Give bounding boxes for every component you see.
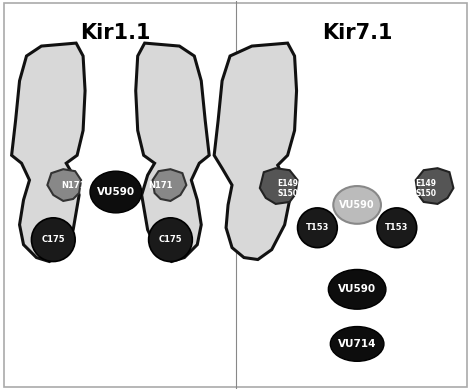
Text: VU714: VU714 (338, 339, 376, 349)
FancyBboxPatch shape (4, 4, 467, 386)
Text: E149: E149 (277, 179, 298, 188)
Polygon shape (12, 43, 85, 262)
Circle shape (377, 208, 417, 248)
Ellipse shape (333, 186, 381, 224)
Text: VU590: VU590 (97, 187, 135, 197)
Polygon shape (136, 43, 209, 262)
Text: T153: T153 (385, 223, 408, 232)
Text: E149: E149 (415, 179, 436, 188)
Polygon shape (260, 168, 298, 204)
Text: S150: S150 (277, 188, 298, 197)
Text: Kir1.1: Kir1.1 (81, 23, 151, 43)
Ellipse shape (330, 326, 384, 361)
Ellipse shape (90, 171, 142, 213)
Text: VU590: VU590 (339, 200, 375, 210)
Text: S150: S150 (415, 188, 436, 197)
Polygon shape (48, 169, 81, 201)
Circle shape (149, 218, 192, 262)
Polygon shape (153, 169, 187, 201)
Text: N171: N171 (148, 181, 173, 190)
Text: C175: C175 (41, 235, 65, 244)
Text: N171: N171 (61, 181, 85, 190)
Polygon shape (416, 168, 454, 204)
Text: T153: T153 (306, 223, 329, 232)
Text: VU590: VU590 (338, 284, 376, 294)
Polygon shape (214, 43, 297, 259)
Circle shape (32, 218, 75, 262)
Ellipse shape (328, 269, 386, 309)
Circle shape (298, 208, 337, 248)
Text: C175: C175 (159, 235, 182, 244)
Text: Kir7.1: Kir7.1 (322, 23, 392, 43)
